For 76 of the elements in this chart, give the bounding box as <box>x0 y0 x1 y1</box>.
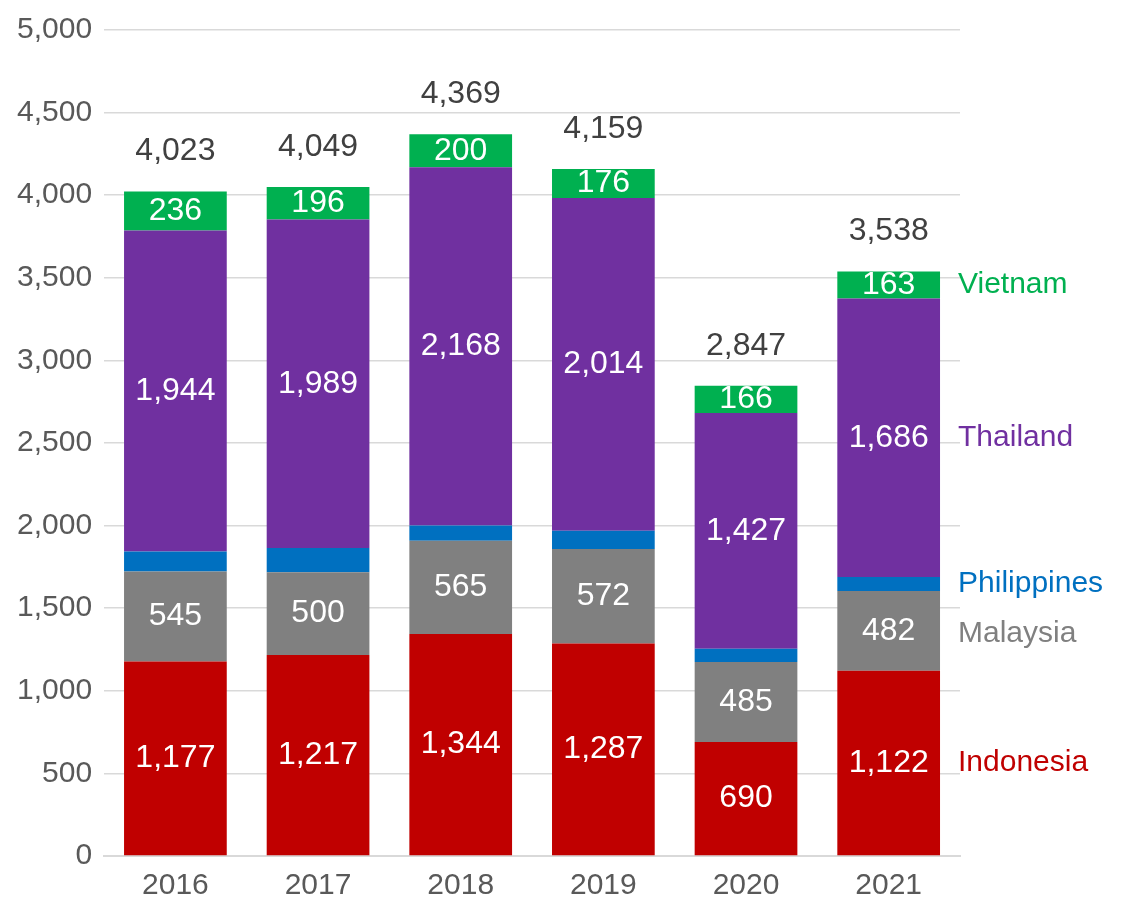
data-label: 1,989 <box>278 363 359 400</box>
data-label: 163 <box>861 264 916 301</box>
y-tick-label: 1,500 <box>17 589 93 623</box>
total-label: 4,159 <box>563 108 644 145</box>
data-label: 500 <box>291 593 345 630</box>
bar <box>694 648 798 662</box>
data-label: 1,177 <box>135 738 216 775</box>
total-label: 4,049 <box>278 126 359 163</box>
bar <box>409 525 513 541</box>
series-label: Malaysia <box>958 615 1077 649</box>
bar <box>124 661 227 856</box>
data-label: 1,122 <box>848 742 929 779</box>
bar <box>837 670 941 856</box>
series-label: Vietnam <box>958 266 1068 300</box>
data-label: 1,427 <box>705 510 787 547</box>
y-tick-label: 1,000 <box>17 672 93 706</box>
y-tick-label: 0 <box>75 837 93 871</box>
y-tick-label: 5,000 <box>17 11 93 45</box>
data-label: 2,014 <box>563 344 644 381</box>
bar <box>694 661 798 743</box>
bar <box>266 572 370 655</box>
data-label: 690 <box>719 778 773 815</box>
data-label: 1,944 <box>135 370 216 407</box>
bar <box>409 167 513 526</box>
data-label: 482 <box>861 610 916 647</box>
bar <box>694 742 798 856</box>
data-label: 1,287 <box>563 729 644 766</box>
bar <box>552 643 655 856</box>
bar <box>552 548 655 644</box>
data-label: 2,168 <box>420 326 501 363</box>
data-label: 1,686 <box>848 417 929 454</box>
y-tick-label: 2,500 <box>17 424 93 458</box>
bar <box>837 576 941 592</box>
bar <box>124 551 227 572</box>
bar <box>266 219 370 549</box>
y-tick-label: 3,000 <box>17 341 93 375</box>
data-label: 236 <box>148 190 203 227</box>
bar <box>409 633 513 856</box>
bar <box>837 591 941 671</box>
x-tick-label: 2018 <box>427 867 495 901</box>
y-tick-label: 4,000 <box>17 176 93 210</box>
data-label: 1,344 <box>420 724 501 761</box>
x-tick-label: 2020 <box>712 867 780 901</box>
bar <box>552 530 655 549</box>
bar <box>124 230 227 552</box>
total-label: 4,369 <box>420 74 501 111</box>
data-label: 200 <box>434 130 488 167</box>
bar <box>409 540 513 634</box>
bar <box>124 571 227 662</box>
data-label: 572 <box>576 575 631 612</box>
data-label: 485 <box>719 681 773 718</box>
data-label: 1,217 <box>278 734 359 771</box>
data-label: 166 <box>719 379 773 416</box>
x-tick-label: 2021 <box>855 867 923 901</box>
y-tick-label: 3,500 <box>17 259 93 293</box>
data-label: 176 <box>576 163 631 200</box>
data-label: 196 <box>291 183 345 220</box>
series-label: Thailand <box>958 418 1074 452</box>
x-tick-label: 2017 <box>284 867 352 901</box>
x-tick-label: 2016 <box>142 867 209 901</box>
bar <box>837 298 941 577</box>
series-label: Indonesia <box>958 744 1089 778</box>
bar <box>694 413 798 649</box>
x-tick-label: 2019 <box>569 867 637 901</box>
y-tick-label: 4,500 <box>17 93 93 127</box>
bar <box>266 548 370 573</box>
total-label: 4,023 <box>135 131 216 168</box>
data-label: 545 <box>148 596 203 633</box>
bar <box>552 198 655 531</box>
bar <box>266 654 370 856</box>
y-tick-label: 500 <box>42 754 93 788</box>
total-label: 2,847 <box>705 325 787 362</box>
data-label: 565 <box>434 567 488 604</box>
total-label: 3,538 <box>848 211 929 248</box>
series-label: Philippines <box>958 565 1104 599</box>
y-tick-label: 2,000 <box>17 506 93 540</box>
